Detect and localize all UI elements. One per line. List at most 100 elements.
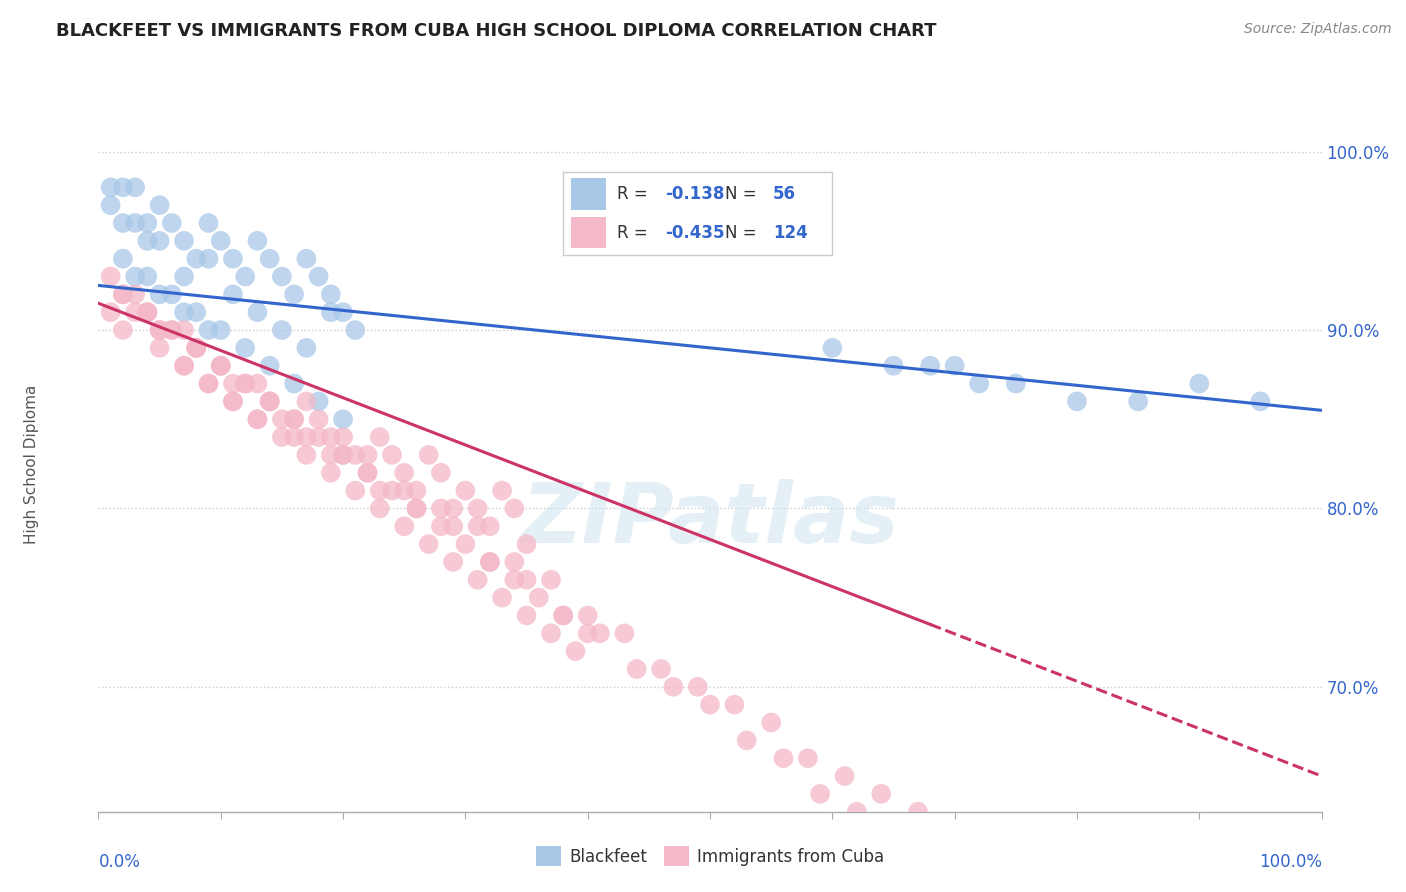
Point <box>186 252 208 266</box>
Point <box>246 234 269 248</box>
Point <box>467 501 489 516</box>
Point <box>735 733 758 747</box>
Point <box>392 466 416 480</box>
Point <box>319 466 342 480</box>
Point <box>270 269 294 284</box>
Point <box>173 234 195 248</box>
Point <box>699 698 721 712</box>
Point <box>197 376 219 391</box>
Bar <box>571 178 606 210</box>
Point <box>136 305 159 319</box>
Point <box>100 269 122 284</box>
Point <box>920 858 942 872</box>
Point <box>1250 394 1272 409</box>
Point <box>222 287 245 301</box>
Point <box>943 822 966 837</box>
Point <box>270 323 294 337</box>
Point <box>821 341 844 355</box>
Point <box>173 305 195 319</box>
Point <box>173 269 195 284</box>
Text: -0.435: -0.435 <box>665 224 725 242</box>
Point <box>516 573 538 587</box>
Point <box>883 359 905 373</box>
Point <box>576 608 599 623</box>
Point <box>100 180 122 194</box>
Point <box>209 323 232 337</box>
Point <box>392 483 416 498</box>
Point <box>283 430 305 444</box>
Text: ZIPatlas: ZIPatlas <box>522 479 898 560</box>
Text: 56: 56 <box>773 186 796 203</box>
Point <box>259 394 281 409</box>
Point <box>332 448 354 462</box>
Point <box>845 805 868 819</box>
Point <box>332 448 354 462</box>
Point <box>1188 376 1211 391</box>
Point <box>209 234 232 248</box>
Point <box>356 448 378 462</box>
Point <box>186 341 208 355</box>
Point <box>1128 394 1150 409</box>
Point <box>491 483 513 498</box>
Point <box>233 341 256 355</box>
Text: N =: N = <box>724 224 762 242</box>
Point <box>430 501 453 516</box>
Text: R =: R = <box>617 186 652 203</box>
Point <box>209 359 232 373</box>
Point <box>233 269 256 284</box>
Point <box>907 805 929 819</box>
Point <box>283 412 305 426</box>
Point <box>920 359 942 373</box>
Point <box>540 573 562 587</box>
Point <box>381 483 404 498</box>
Text: -0.138: -0.138 <box>665 186 725 203</box>
Point <box>454 483 477 498</box>
Point <box>589 626 612 640</box>
Point <box>259 252 281 266</box>
Point <box>332 430 354 444</box>
Point <box>124 269 146 284</box>
Point <box>270 430 294 444</box>
Point <box>368 501 391 516</box>
Point <box>553 608 575 623</box>
Point <box>308 394 330 409</box>
Point <box>503 501 526 516</box>
Point <box>613 626 636 640</box>
Text: N =: N = <box>724 186 762 203</box>
Point <box>344 323 367 337</box>
Point <box>576 626 599 640</box>
Point <box>111 216 134 230</box>
Point <box>405 501 427 516</box>
Point <box>626 662 648 676</box>
Point <box>564 644 586 658</box>
Point <box>246 412 269 426</box>
Point <box>136 305 159 319</box>
Point <box>124 216 146 230</box>
Point <box>295 252 318 266</box>
Point <box>136 234 159 248</box>
Point <box>430 466 453 480</box>
Point <box>553 608 575 623</box>
Point <box>111 287 134 301</box>
Point <box>392 519 416 533</box>
Text: R =: R = <box>617 224 652 242</box>
Point <box>259 394 281 409</box>
Text: 100.0%: 100.0% <box>1258 854 1322 871</box>
Point <box>136 305 159 319</box>
Point <box>430 519 453 533</box>
Point <box>808 787 831 801</box>
Point <box>173 323 195 337</box>
Point <box>319 305 342 319</box>
Point <box>124 305 146 319</box>
Point <box>136 269 159 284</box>
Point <box>723 698 745 712</box>
Point <box>527 591 550 605</box>
Point <box>283 287 305 301</box>
Text: BLACKFEET VS IMMIGRANTS FROM CUBA HIGH SCHOOL DIPLOMA CORRELATION CHART: BLACKFEET VS IMMIGRANTS FROM CUBA HIGH S… <box>56 22 936 40</box>
Point <box>405 483 427 498</box>
Point <box>478 519 501 533</box>
Point <box>1004 376 1026 391</box>
Point <box>136 216 159 230</box>
Point <box>124 287 146 301</box>
Point <box>246 376 269 391</box>
